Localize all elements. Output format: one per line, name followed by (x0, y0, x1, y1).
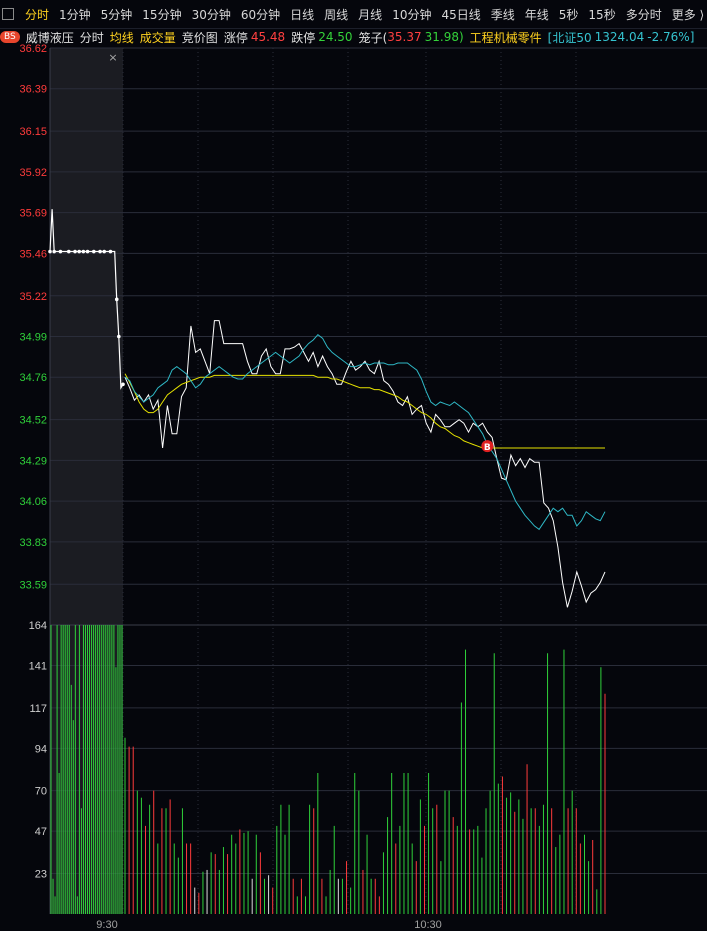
period-tab-14[interactable]: 15秒 (588, 7, 616, 22)
series-line-avg (124, 373, 605, 449)
price-tick-label: 35.46 (19, 248, 47, 260)
price-tick-label: 34.99 (19, 332, 47, 344)
auction-price-point (73, 249, 77, 254)
auction-price-point (98, 249, 102, 254)
volume-tick-label: 23 (35, 868, 47, 880)
period-tab-6[interactable]: 日线 (290, 7, 315, 22)
series-line-price (124, 320, 606, 608)
volume-tick-label: 141 (29, 661, 47, 673)
volume-tick-label: 94 (35, 743, 47, 755)
panel-toggle-icon[interactable] (2, 8, 14, 20)
limit-up-label: 涨停 (223, 30, 248, 45)
auction-area (50, 48, 123, 914)
tab-volume[interactable]: 成交量 (139, 30, 176, 45)
volume-tick-label: 47 (35, 826, 47, 838)
price-tick-label: 35.22 (19, 291, 47, 303)
period-tab-2[interactable]: 5分钟 (100, 7, 133, 22)
period-tab-13[interactable]: 5秒 (558, 7, 579, 22)
period-tab-3[interactable]: 15分钟 (142, 7, 182, 22)
cage-label: 笼子( (358, 30, 388, 45)
limit-down-label: 跌停 (291, 30, 316, 45)
volume-tick-label: 117 (29, 703, 47, 715)
period-tab-0[interactable]: 分时 (25, 7, 50, 22)
tab-avg-line[interactable]: 均线 (109, 30, 134, 45)
auction-price-point (58, 249, 63, 254)
price-tick-label: 34.52 (19, 415, 47, 427)
period-tab-7[interactable]: 周线 (324, 7, 349, 22)
limit-up-value: 45.48 (250, 30, 286, 44)
stock-name: 威博液压 (25, 30, 74, 45)
tab-fenshi[interactable]: 分时 (79, 30, 104, 45)
time-tick-label: 10:30 (414, 919, 442, 931)
price-tick-label: 36.15 (19, 126, 47, 138)
auction-price-point (92, 249, 96, 254)
price-tick-label: 33.83 (19, 537, 47, 549)
period-tab-15[interactable]: 多分时 (625, 7, 662, 22)
price-tick-label: 34.76 (19, 372, 47, 384)
cage-high: 35.37 (387, 30, 422, 44)
auction-price-point (66, 249, 71, 254)
period-tab-10[interactable]: 45日线 (441, 7, 481, 22)
price-tick-label: 34.29 (19, 455, 47, 467)
trade-marker-label: B (484, 443, 491, 453)
period-tab-12[interactable]: 年线 (524, 7, 549, 22)
bs-badge[interactable]: BS (0, 31, 20, 43)
volume-tick-label: 164 (29, 620, 47, 632)
price-tick-label: 33.59 (19, 579, 47, 591)
price-tick-label: 36.39 (19, 84, 47, 96)
time-tick-label: 9:30 (96, 919, 117, 931)
auction-price-point (77, 249, 81, 254)
auction-price-point (114, 297, 119, 302)
auction-price-point (117, 334, 121, 339)
price-tick-label: 36.62 (19, 43, 47, 55)
trade-marker-b (481, 440, 494, 453)
period-toolbar: 分时 1分钟 5分钟 15分钟 30分钟 60分钟 日线 周线 月线 10分钟 45日线 季线 年线 5秒… (0, 0, 707, 29)
price-tick-label: 35.69 (19, 208, 47, 220)
auction-price-point (121, 382, 125, 387)
info-bar: BS 威博液压 分时 均线 成交量 竞价图 涨停 45.48 跌停 24.50 … (0, 28, 707, 46)
period-tab-11[interactable]: 季线 (490, 7, 515, 22)
sector-name[interactable]: 工程机械零件 (469, 30, 542, 45)
index-name[interactable]: [北证50 (547, 30, 592, 45)
auction-price-point (102, 249, 107, 254)
period-tab-16[interactable]: 更多 ⟩ (671, 7, 705, 22)
period-tab-4[interactable]: 30分钟 (191, 7, 231, 22)
auction-price-point (108, 249, 113, 254)
volume-tick-label: 70 (35, 786, 47, 798)
price-tick-label: 35.92 (19, 167, 47, 179)
index-change: -2.76%] (647, 30, 695, 44)
cage-low: 31.98) (424, 30, 464, 44)
auction-price-point (85, 249, 90, 254)
price-tick-label: 34.06 (19, 496, 47, 508)
auction-close-icon: × (108, 51, 117, 64)
auction-price-point (52, 249, 56, 254)
tab-auction[interactable]: 竞价图 (181, 30, 218, 45)
limit-down-value: 24.50 (318, 30, 353, 44)
index-value: 1324.04 (594, 30, 645, 44)
period-tab-9[interactable]: 10分钟 (392, 7, 432, 22)
auction-price-point (81, 249, 86, 254)
auction-price-point (48, 249, 52, 254)
period-tab-5[interactable]: 60分钟 (240, 7, 281, 22)
period-tab-8[interactable]: 月线 (358, 7, 383, 22)
series-line-index (124, 334, 606, 531)
period-tab-1[interactable]: 1分钟 (59, 7, 91, 22)
